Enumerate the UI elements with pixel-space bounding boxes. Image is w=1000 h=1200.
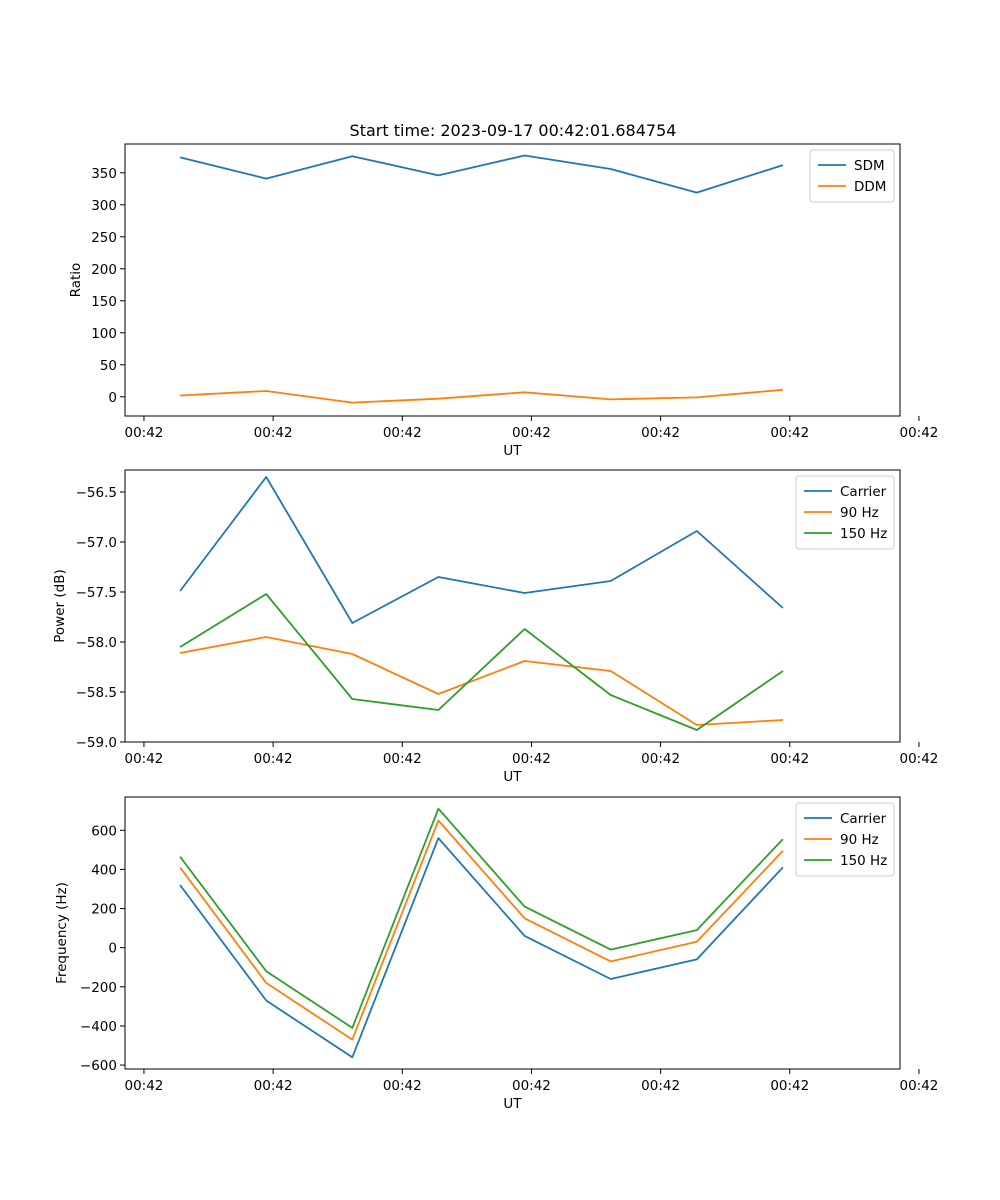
y-axis-label: Power (dB) — [52, 569, 68, 642]
y-tick-label: 350 — [91, 166, 117, 182]
y-tick-label: 250 — [91, 230, 117, 246]
legend-box — [795, 802, 895, 877]
x-tick-label: 00:42 — [254, 425, 293, 441]
legend-box — [809, 149, 895, 203]
legend-entry-label: Carrier — [840, 811, 887, 827]
x-tick-label: 00:42 — [254, 751, 293, 767]
series-line-150-hz — [179, 807, 784, 1029]
series-line-90-hz — [179, 636, 783, 726]
ratio-subplot: 00:4200:4200:4200:4200:4200:4200:4200:43… — [68, 143, 938, 459]
legend-entry-label: 150 Hz — [840, 526, 887, 542]
x-tick-label: 00:42 — [899, 425, 938, 441]
y-tick-label: 300 — [91, 198, 117, 214]
x-tick-label: 00:42 — [899, 1078, 938, 1094]
y-tick-label: 150 — [91, 294, 117, 310]
y-tick-label: −200 — [80, 980, 117, 996]
legend-entry-label: DDM — [854, 179, 886, 195]
x-tick-label: 00:42 — [641, 751, 680, 767]
y-tick-label: −57.0 — [76, 535, 117, 551]
x-tick-label: 00:42 — [770, 751, 809, 767]
y-tick-label: 600 — [91, 823, 117, 839]
chart-title: Start time: 2023-09-17 00:42:01.684754 — [350, 121, 677, 140]
series-line-ddm — [180, 388, 783, 404]
y-axis-label: Ratio — [68, 263, 84, 298]
axes-frame — [124, 143, 901, 417]
y-axis-label: Frequency (Hz) — [54, 882, 70, 984]
legend-entry-label: Carrier — [840, 484, 887, 500]
x-tick-label: 00:42 — [124, 425, 163, 441]
x-tick-label: 00:42 — [124, 751, 163, 767]
x-tick-label: 00:42 — [641, 425, 680, 441]
x-tick-label: 00:42 — [770, 1078, 809, 1094]
y-tick-label: 200 — [91, 902, 117, 918]
x-tick-label: 00:42 — [383, 1078, 422, 1094]
power-subplot: 00:4200:4200:4200:4200:4200:4200:4200:43… — [52, 469, 938, 785]
legend-entry-label: SDM — [854, 158, 885, 174]
y-tick-label: −600 — [80, 1058, 117, 1074]
y-tick-label: 200 — [91, 262, 117, 278]
x-tick-label: 00:42 — [383, 751, 422, 767]
y-tick-label: 400 — [91, 862, 117, 878]
x-tick-label: 00:42 — [770, 425, 809, 441]
y-tick-label: −59.0 — [76, 735, 117, 751]
y-tick-label: 50 — [100, 358, 117, 374]
y-tick-label: −58.5 — [76, 685, 117, 701]
x-tick-label: 00:42 — [899, 751, 938, 767]
x-axis-label: UT — [503, 769, 522, 785]
x-tick-label: 00:42 — [641, 1078, 680, 1094]
legend-entry-label: 90 Hz — [840, 832, 879, 848]
x-tick-label: 00:42 — [512, 751, 551, 767]
x-tick-label: 00:42 — [512, 1078, 551, 1094]
y-tick-label: −400 — [80, 1019, 117, 1035]
x-tick-label: 00:42 — [383, 425, 422, 441]
y-tick-label: 0 — [108, 941, 117, 957]
x-axis-label: UT — [503, 1096, 522, 1112]
y-tick-label: 100 — [91, 326, 117, 342]
frequency-subplot: 00:4200:4200:4200:4200:4200:4200:4200:43… — [54, 796, 938, 1112]
y-tick-label: −57.5 — [76, 585, 117, 601]
series-line-90-hz — [179, 819, 784, 1041]
legend-entry-label: 150 Hz — [840, 853, 887, 869]
series-line-carrier — [179, 476, 784, 624]
legend-box — [795, 475, 895, 550]
x-tick-label: 00:42 — [124, 1078, 163, 1094]
axes-frame — [124, 796, 901, 1070]
legend-entry-label: 90 Hz — [840, 505, 879, 521]
series-line-150-hz — [179, 593, 784, 731]
y-tick-label: 0 — [108, 390, 117, 406]
y-tick-label: −58.0 — [76, 635, 117, 651]
series-line-sdm — [179, 154, 784, 194]
x-tick-label: 00:42 — [512, 425, 551, 441]
y-tick-label: −56.5 — [76, 485, 117, 501]
x-axis-label: UT — [503, 443, 522, 459]
x-tick-label: 00:42 — [254, 1078, 293, 1094]
axes-frame — [124, 469, 901, 743]
series-line-carrier — [179, 837, 784, 1059]
